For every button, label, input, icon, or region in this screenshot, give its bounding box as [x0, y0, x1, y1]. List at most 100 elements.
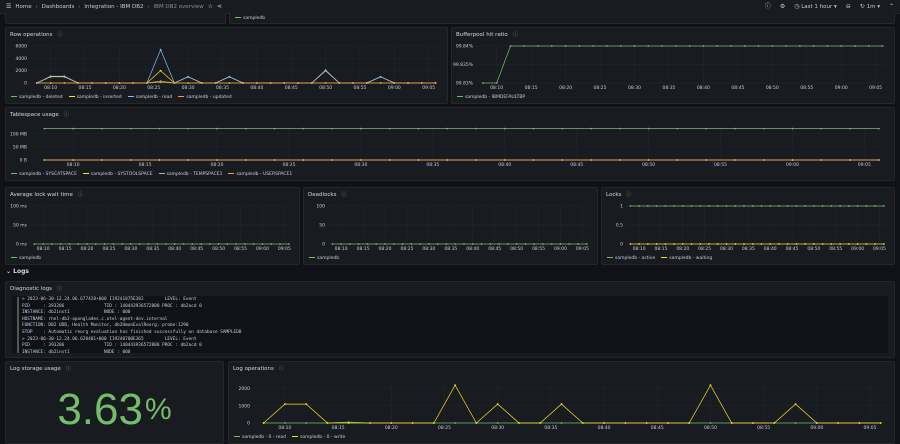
log-line: STOP : Automatic reorg evaluation has fi… — [22, 329, 242, 335]
info-icon[interactable]: ⓘ — [63, 112, 69, 118]
star-icon[interactable]: ☆ — [207, 2, 214, 10]
x-tick-label: 08:15 — [332, 425, 345, 431]
log-line: PID : 393206 TID : 140443936572800 PROC … — [22, 303, 202, 309]
legend-item[interactable]: sampledb - waiting — [661, 256, 712, 261]
data-point — [129, 243, 132, 245]
legend-item[interactable]: sampledb — [11, 256, 41, 261]
settings-icon[interactable]: ⚙ — [779, 2, 786, 10]
breadcrumb-home[interactable]: Home — [15, 3, 32, 10]
legend-item[interactable]: sampledb - SYSCATSPACE — [11, 172, 77, 177]
data-point — [560, 403, 563, 405]
x-tick-label: 09:00 — [786, 162, 799, 168]
x-tick-label: 08:35 — [216, 85, 229, 91]
log-list[interactable]: > 2023-06-30-12.24.06.677428+000 I192418… — [12, 296, 888, 353]
data-point — [561, 159, 564, 161]
data-point — [882, 205, 885, 207]
legend: sampledb — [309, 256, 339, 261]
x-tick-label: 08:10 — [490, 85, 503, 91]
legend-item[interactable]: sampledb - inserted — [68, 95, 122, 100]
legend-item[interactable]: sampledb - updated — [178, 95, 232, 100]
panel-title: Log storage usage — [10, 365, 61, 372]
logs-row-header[interactable]: ⌄ Logs — [6, 268, 29, 275]
data-point — [187, 127, 190, 130]
data-point — [200, 82, 203, 84]
legend-item[interactable]: sampledb - deleted — [11, 95, 63, 100]
info-icon[interactable]: ⓘ — [764, 2, 771, 10]
legend-item[interactable]: sampledb - 0 - write — [292, 435, 345, 440]
breadcrumb-dashboards[interactable]: Dashboards — [41, 3, 75, 10]
data-point — [734, 243, 737, 245]
x-tick-label: 08:10 — [37, 246, 50, 252]
info-icon[interactable]: ⓘ — [57, 32, 63, 38]
data-point — [702, 45, 705, 47]
time-picker[interactable]: ◷ Last 1 hour ▾ — [794, 2, 837, 10]
info-icon[interactable]: ⓘ — [278, 366, 284, 372]
log-entry[interactable]: > 2023-06-30-12.24.06.677428+000 I192418… — [17, 297, 883, 337]
data-point — [839, 243, 842, 245]
data-point — [646, 243, 649, 245]
x-tick-label: 08:55 — [757, 425, 770, 431]
x-tick-label: 08:10 — [44, 85, 57, 91]
x-tick-label: 08:25 — [438, 425, 451, 431]
x-tick-label: 08:20 — [113, 85, 126, 91]
log-line: INSTANCE: db2inst1 NODE : 000 — [22, 349, 131, 353]
data-point — [751, 205, 754, 207]
legend-item[interactable]: sampledb - USERSPACE1 — [228, 172, 292, 177]
y-tick-label: 2000 — [239, 386, 251, 392]
info-icon[interactable]: ⓘ — [341, 192, 347, 198]
data-point — [366, 243, 369, 245]
legend-item[interactable]: sampledb - SYSTOOLSPACE — [82, 172, 153, 177]
top-nav: ☰ Home › Dashboards › Integration - IBM DB… — [0, 0, 900, 14]
share-icon[interactable]: ⋖ — [217, 2, 223, 10]
data-point — [191, 243, 194, 245]
data-point — [305, 403, 308, 405]
legend-item[interactable]: sampledb — [235, 16, 265, 21]
data-point — [305, 422, 308, 424]
menu-icon[interactable]: ☰ — [6, 2, 12, 10]
zoom-out-icon[interactable]: ⊖ — [845, 2, 851, 10]
data-point — [709, 384, 712, 387]
data-point — [59, 243, 62, 245]
data-point — [664, 243, 667, 245]
legend-item[interactable]: sampledb - TEMPSPACE1 — [158, 172, 222, 177]
data-point — [581, 422, 584, 424]
data-point — [338, 82, 341, 84]
logs-row-title: Logs — [13, 268, 29, 275]
data-point — [173, 82, 176, 84]
info-icon[interactable]: ⓘ — [512, 32, 518, 38]
y-tick-label: 50 ms — [13, 223, 28, 229]
y-tick-label: 99.84% — [456, 44, 474, 50]
legend-item[interactable]: sampledb - 0 - read — [234, 435, 286, 440]
legend-item[interactable]: sampledb — [309, 256, 339, 261]
chart-plot: 0 B 50 MB 100 MB 08:10 08:15 08:20 08:25 08:30 0… — [10, 126, 886, 168]
info-icon[interactable]: ⓘ — [626, 192, 632, 198]
data-point — [214, 82, 217, 84]
legend-item[interactable]: sampledb - IBMDEFAULTBP — [457, 95, 525, 100]
data-point — [242, 82, 244, 84]
legend-item[interactable]: sampledb - read — [127, 95, 172, 100]
chart-plot: 0 ms 50 ms 100 ms 08:10 08:15 08:20 08:25 08:30… — [10, 204, 291, 253]
breadcrumb-folder[interactable]: Integration - IBM DB2 — [84, 3, 144, 10]
data-point — [401, 243, 404, 245]
info-icon[interactable]: ⓘ — [77, 192, 83, 198]
x-tick-label: 08:15 — [525, 85, 538, 91]
log-entry[interactable]: > 2023-06-30-12.24.06.620401+000 I192407… — [17, 336, 883, 353]
data-point — [498, 243, 500, 245]
data-point — [352, 82, 354, 84]
data-point — [681, 243, 684, 245]
data-point — [436, 243, 439, 245]
breadcrumb-separator: › — [35, 3, 38, 10]
info-icon[interactable]: ⓘ — [57, 286, 63, 292]
data-point — [158, 127, 161, 130]
data-point — [804, 205, 807, 207]
data-point — [369, 422, 371, 424]
refresh-picker[interactable]: ↻ 1m ▾ — [859, 2, 880, 10]
x-tick-label: 08:50 — [319, 85, 332, 91]
data-point — [145, 82, 148, 84]
collapse-icon[interactable]: ⌃ — [888, 2, 894, 10]
x-tick-label: 08:55 — [829, 246, 842, 252]
info-icon[interactable]: ⓘ — [65, 366, 71, 372]
data-point — [279, 243, 281, 245]
data-point — [681, 205, 684, 207]
legend-item[interactable]: sampledb - active — [607, 256, 655, 261]
